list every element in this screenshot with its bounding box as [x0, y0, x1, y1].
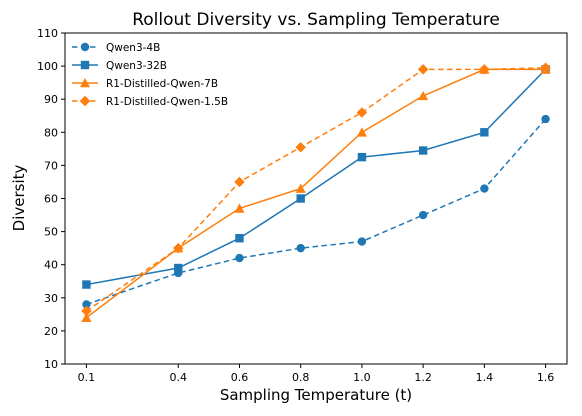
- data-point: [82, 280, 91, 289]
- data-point: [356, 107, 368, 118]
- series-3: [81, 62, 551, 317]
- data-point: [235, 234, 244, 243]
- data-point: [296, 243, 305, 253]
- legend: Qwen3-4B Qwen3-32B R1-Distilled-Qwen-7B R1-…: [72, 42, 228, 108]
- x-axis-label: Sampling Temperature (t): [220, 386, 412, 404]
- data-point: [173, 242, 184, 254]
- data-point: [357, 237, 367, 246]
- legend-label: R1-Distilled-Qwen-1.5B: [106, 96, 228, 108]
- x-tick-label: 1.4: [476, 371, 494, 384]
- y-tick-label: 110: [37, 27, 58, 40]
- x-tick-label: 0.8: [292, 371, 310, 384]
- data-point: [81, 312, 92, 322]
- data-point: [234, 176, 245, 188]
- data-point: [235, 253, 244, 263]
- data-point: [81, 305, 92, 317]
- y-tick-label: 20: [44, 325, 58, 338]
- y-tick-label: 60: [44, 193, 58, 206]
- legend-label: R1-Distilled-Qwen-7B: [106, 78, 218, 90]
- legend-entry-2: R1-Distilled-Qwen-7B: [72, 77, 218, 90]
- legend-entry-1: Qwen3-32B: [72, 60, 167, 72]
- legend-marker: [80, 42, 90, 52]
- data-point: [418, 90, 429, 101]
- legend-label: Qwen3-32B: [106, 60, 167, 72]
- data-point: [295, 141, 306, 153]
- legend-marker: [80, 60, 90, 70]
- data-point: [418, 210, 428, 220]
- series-line: [86, 68, 547, 286]
- series-line: [86, 118, 547, 306]
- x-tick-label: 1.0: [353, 371, 371, 384]
- y-axis-label: Diversity: [10, 165, 28, 232]
- legend-entry-3: R1-Distilled-Qwen-1.5B: [72, 95, 228, 108]
- series-line: [85, 68, 546, 319]
- data-point: [480, 184, 489, 193]
- x-tick-label: 0.1: [78, 371, 96, 384]
- y-tick-label: 80: [44, 126, 58, 139]
- legend-marker: [79, 77, 91, 88]
- data-point: [357, 152, 367, 162]
- x-tick-label: 1.2: [414, 371, 432, 384]
- data-point: [356, 127, 367, 137]
- legend-label: Qwen3-4B: [106, 42, 160, 54]
- data-point: [234, 203, 245, 213]
- data-point: [174, 263, 183, 273]
- data-point: [417, 64, 429, 75]
- data-point: [541, 114, 550, 124]
- y-tick-label: 30: [44, 292, 58, 305]
- y-tick-label: 10: [44, 358, 58, 371]
- x-tick-label: 0.6: [231, 371, 249, 384]
- y-tick-label: 70: [44, 159, 58, 172]
- x-tick-label: 1.6: [537, 371, 555, 384]
- chart-title: Rollout Diversity vs. Sampling Temperatu…: [132, 10, 500, 30]
- data-point: [296, 194, 305, 203]
- series-0: [82, 114, 550, 309]
- y-tick-label: 50: [44, 226, 58, 239]
- y-tick-label: 90: [44, 93, 58, 106]
- legend-entry-0: Qwen3-4B: [72, 42, 160, 54]
- data-point: [418, 146, 428, 155]
- data-point: [540, 62, 551, 74]
- y-tick-label: 100: [37, 60, 58, 73]
- plot-area: 10 20 30 40 50 60 70 80 90 100 110 0.1 0.4 0.6 0.8 1.0 1…: [37, 27, 568, 384]
- data-point: [480, 128, 489, 137]
- data-point: [82, 300, 91, 309]
- y-tick-label: 40: [44, 259, 58, 272]
- x-tick-label: 0.4: [170, 371, 188, 384]
- data-point: [295, 183, 306, 193]
- data-point: [479, 64, 490, 75]
- series-line: [86, 67, 546, 312]
- legend-marker: [79, 95, 91, 107]
